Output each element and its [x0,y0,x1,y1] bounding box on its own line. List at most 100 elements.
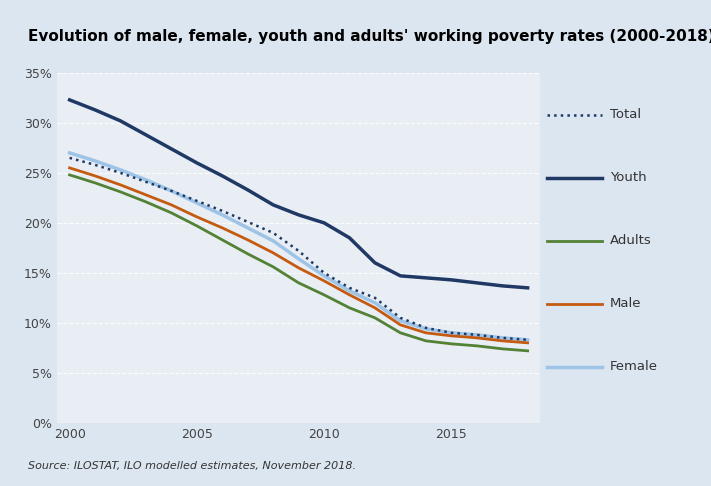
Female [269,238,277,244]
Text: Male: Male [610,297,641,311]
Adults [422,338,430,344]
Adults [193,223,201,229]
Adults [167,210,176,216]
Adults [498,346,506,352]
Youth [65,97,74,103]
Adults [218,237,227,243]
Total [346,285,354,291]
Male [243,237,252,243]
Youth [218,173,227,179]
Youth [269,202,277,208]
Total [167,188,176,194]
Total [294,248,303,254]
Youth [473,280,481,286]
Text: Youth: Youth [610,172,647,184]
Youth [320,220,328,226]
Total [65,155,74,161]
Female [91,158,100,164]
Total [320,270,328,276]
Total [269,230,277,236]
Female [167,188,176,194]
Text: Female: Female [610,360,658,373]
Line: Total: Total [70,158,528,340]
Male [91,173,100,179]
Youth [294,212,303,218]
Male [193,214,201,220]
Female [346,288,354,294]
Line: Male: Male [70,168,528,343]
Female [422,326,430,332]
Male [447,333,456,339]
Male [422,330,430,336]
Adults [346,305,354,311]
Total [116,170,124,176]
Youth [523,285,532,291]
Male [116,182,124,188]
Male [396,322,405,328]
Total [193,198,201,204]
Male [294,265,303,271]
Total [218,208,227,214]
Adults [269,264,277,270]
Youth [396,273,405,279]
Male [141,192,150,198]
Total [447,330,456,336]
Male [498,338,506,344]
Female [193,200,201,206]
Youth [193,160,201,166]
Female [243,225,252,231]
Male [218,225,227,231]
Adults [320,292,328,298]
Text: Evolution of male, female, youth and adults' working poverty rates (2000-2018): Evolution of male, female, youth and adu… [28,29,711,44]
Adults [243,251,252,257]
Male [523,340,532,346]
Line: Female: Female [70,153,528,340]
Line: Adults: Adults [70,175,528,351]
Youth [116,118,124,124]
Adults [91,180,100,186]
Female [447,330,456,336]
Male [320,278,328,284]
Female [65,150,74,156]
Adults [396,330,405,336]
Male [346,292,354,298]
Female [320,273,328,279]
Male [167,202,176,208]
Adults [141,199,150,205]
Youth [447,277,456,283]
Female [473,332,481,338]
Adults [447,341,456,347]
Female [498,335,506,341]
Youth [498,283,506,289]
Male [370,305,379,311]
Female [370,300,379,306]
Total [370,295,379,301]
Youth [370,260,379,266]
Adults [523,348,532,354]
Total [243,219,252,225]
Text: Source: ILOSTAT, ILO modelled estimates, November 2018.: Source: ILOSTAT, ILO modelled estimates,… [28,461,356,471]
Youth [141,132,150,138]
Youth [167,146,176,152]
Female [396,318,405,324]
Line: Youth: Youth [70,100,528,288]
Male [473,335,481,341]
Female [294,256,303,262]
Female [523,337,532,343]
Youth [346,235,354,241]
Youth [422,275,430,281]
Male [269,250,277,256]
Total [396,315,405,321]
Total [498,335,506,341]
Adults [473,343,481,349]
Youth [243,187,252,193]
Total [473,332,481,338]
Female [116,167,124,173]
Youth [91,107,100,113]
Total [523,337,532,343]
Adults [116,189,124,195]
Total [141,179,150,185]
Text: Total: Total [610,108,641,122]
Female [141,177,150,183]
Adults [370,315,379,321]
